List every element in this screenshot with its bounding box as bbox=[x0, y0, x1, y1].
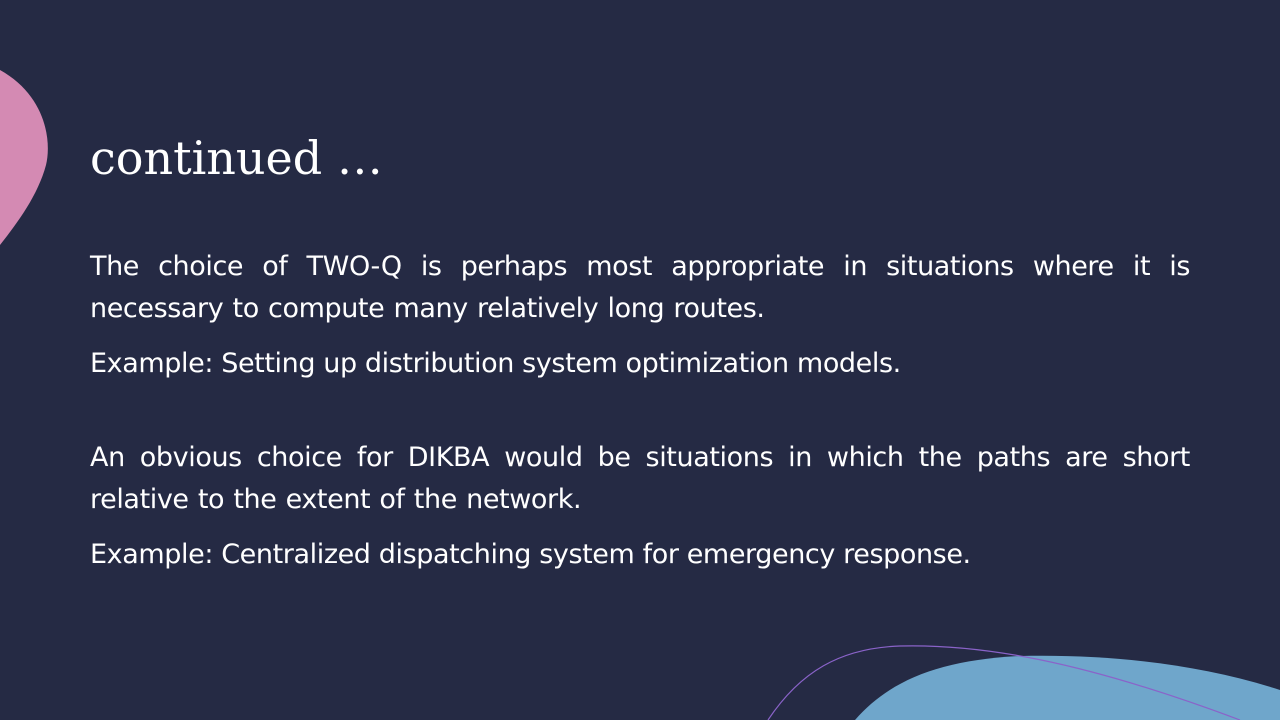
paragraph-dikba: An obvious choice for DIKBA would be sit… bbox=[90, 442, 1190, 515]
paragraph-gap bbox=[90, 385, 1190, 437]
example-dikba: Example: Centralized dispatching system … bbox=[90, 539, 971, 570]
slide-body: The choice of TWO-Q is perhaps most appr… bbox=[90, 246, 1190, 576]
pink-blob-shape bbox=[0, 70, 48, 245]
purple-curve-line bbox=[767, 645, 1241, 720]
blue-blob-shape bbox=[855, 655, 1280, 720]
paragraph-two-q: The choice of TWO-Q is perhaps most appr… bbox=[90, 251, 1190, 324]
slide-title: continued … bbox=[90, 131, 383, 185]
example-two-q: Example: Setting up distribution system … bbox=[90, 348, 901, 379]
